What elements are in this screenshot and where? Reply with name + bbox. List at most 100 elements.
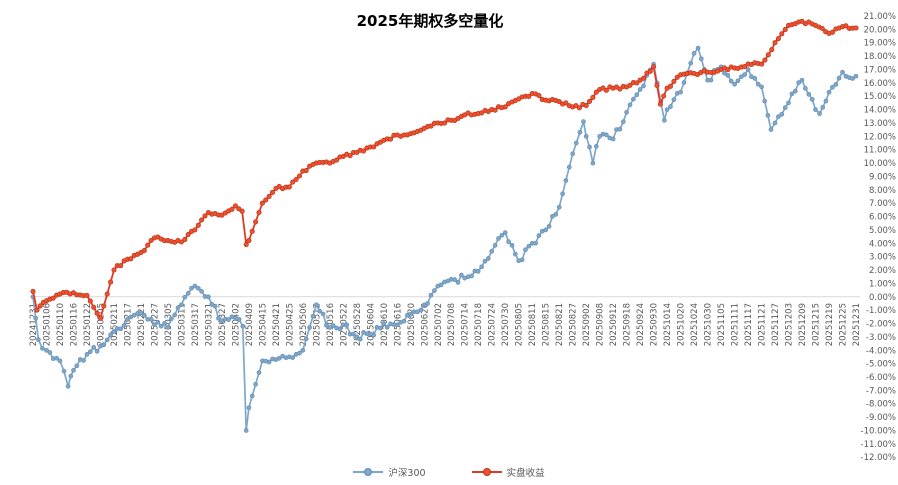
series-csi300-marker — [327, 325, 333, 330]
y-axis-tick-label: -9.00% — [866, 413, 896, 423]
series-live-return-marker — [293, 176, 299, 183]
series-live-return-marker — [387, 136, 394, 142]
series-csi300-marker — [833, 82, 839, 87]
series-csi300-marker — [300, 347, 306, 353]
series-csi300-marker — [459, 272, 464, 278]
series-csi300-marker — [624, 109, 629, 115]
series-live-return-marker — [37, 303, 43, 309]
series-csi300-marker — [604, 132, 609, 138]
series-csi300-marker — [354, 334, 360, 340]
x-axis-tick-label: 20250724 — [488, 303, 498, 346]
series-csi300-marker — [185, 291, 191, 296]
series-csi300-marker — [560, 191, 565, 197]
series-csi300-marker — [817, 111, 822, 116]
series-csi300-marker — [759, 84, 764, 90]
x-axis-tick-label: 20251117 — [744, 303, 754, 346]
series-csi300-marker — [485, 256, 491, 261]
series-csi300-marker — [320, 311, 326, 317]
x-axis-tick-label: 20241231 — [29, 303, 39, 346]
y-axis-tick-label: 2.00% — [869, 266, 896, 276]
y-axis-tick-label: 12.00% — [864, 132, 896, 142]
series-csi300-marker — [830, 84, 835, 90]
series-csi300-marker — [479, 264, 484, 270]
series-csi300-marker — [165, 325, 171, 330]
series-csi300-marker — [664, 107, 670, 112]
series-live-return-marker — [360, 148, 367, 154]
series-csi300-marker — [381, 321, 387, 326]
series-csi300-marker — [236, 316, 242, 322]
series-csi300-marker — [475, 269, 481, 274]
csi300-line-marker-icon — [353, 468, 384, 476]
series-csi300-marker — [695, 45, 701, 51]
series-csi300-marker — [101, 342, 107, 348]
y-axis-tick-label: -10.00% — [861, 426, 896, 436]
series-csi300-marker — [799, 77, 805, 83]
series-csi300-marker — [408, 311, 414, 317]
series-csi300-marker — [68, 373, 74, 379]
series-csi300-marker — [168, 316, 174, 322]
x-axis-tick-label: 20250512 — [312, 303, 322, 346]
series-csi300-marker — [641, 83, 646, 89]
series-live-return-marker — [772, 40, 778, 46]
series-csi300-marker — [243, 428, 249, 433]
series-csi300-marker — [627, 102, 633, 108]
series-csi300-marker — [796, 80, 802, 85]
series-live-return-marker — [185, 232, 191, 238]
series-live-return-marker — [829, 29, 835, 35]
x-axis-tick-label: 20251225 — [839, 303, 849, 346]
x-axis-tick-label: 20251024 — [690, 303, 700, 346]
series-csi300-marker — [722, 70, 727, 76]
series-csi300-marker — [806, 91, 812, 97]
x-axis-tick-label: 20250402 — [231, 303, 241, 346]
x-axis-tick-label: 20250918 — [623, 303, 633, 346]
series-csi300-marker — [179, 302, 184, 308]
y-axis-tick-label: -6.00% — [866, 373, 896, 383]
series-live-return-marker — [50, 295, 56, 301]
series-csi300-marker — [536, 233, 542, 238]
y-axis-tick-label: 9.00% — [869, 172, 896, 182]
series-live-return-marker — [296, 173, 303, 179]
y-axis-tick-label: 3.00% — [869, 253, 896, 263]
series-csi300-marker — [425, 301, 430, 306]
series-csi300-marker — [581, 119, 586, 124]
series-csi300-marker — [44, 347, 49, 353]
series-csi300-marker — [553, 212, 559, 217]
series-csi300-marker — [789, 91, 795, 97]
series-live-return-marker — [97, 315, 104, 321]
series-live-return-marker — [239, 208, 245, 214]
series-csi300-marker — [752, 76, 758, 81]
series-csi300-marker — [803, 86, 808, 91]
series-csi300-marker — [533, 240, 538, 246]
x-axis-tick-label: 20250409 — [245, 303, 255, 346]
series-live-return-marker — [148, 237, 154, 244]
series-live-return-marker — [104, 291, 110, 297]
y-axis-tick-label: 1.00% — [869, 279, 896, 289]
series-csi300-marker — [330, 323, 336, 328]
x-axis-tick-label: 20250821 — [555, 303, 565, 346]
legend-item-live-return: 实盘收益 — [471, 465, 545, 479]
series-csi300-marker — [823, 98, 829, 104]
legend-item-csi300: 沪深300 — [353, 465, 426, 479]
series-live-return-marker — [843, 23, 849, 29]
series-live-return-marker — [246, 238, 252, 244]
series-csi300-marker — [65, 383, 71, 389]
series-csi300-marker — [725, 72, 731, 78]
series-live-return-marker — [371, 144, 377, 150]
series-csi300-marker — [125, 317, 130, 322]
series-csi300-marker — [189, 285, 194, 291]
series-live-return-marker — [759, 61, 765, 67]
x-axis-tick-label: 20250506 — [299, 303, 309, 346]
series-csi300-marker — [344, 322, 350, 328]
x-axis-tick-label: 20251030 — [704, 303, 714, 346]
series-live-return-marker — [671, 78, 677, 84]
series-csi300-marker — [681, 80, 687, 85]
series-csi300-marker — [617, 126, 623, 132]
x-axis-tick-label: 20251020 — [677, 303, 687, 346]
series-csi300-marker — [307, 325, 312, 330]
series-live-return-marker — [111, 267, 117, 273]
series-live-return — [30, 18, 859, 321]
series-csi300-marker — [742, 72, 748, 77]
x-axis-tick-label: 20251203 — [785, 303, 795, 346]
series-csi300-marker — [492, 243, 498, 248]
series-live-return-marker — [199, 217, 205, 223]
